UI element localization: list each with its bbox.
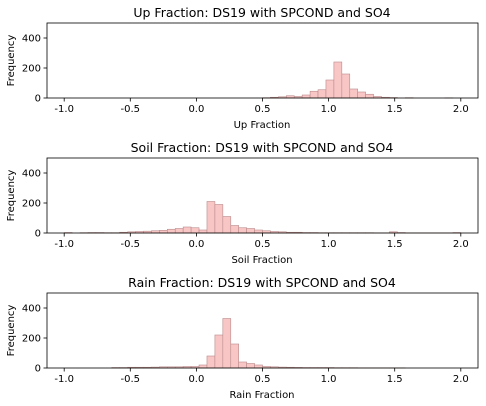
histogram-bar (223, 217, 231, 234)
bars-group (263, 62, 453, 98)
x-tick-label: 1.5 (387, 104, 403, 115)
histogram-bar (239, 362, 247, 368)
histogram-bar (350, 89, 358, 98)
x-tick-label: 2.0 (453, 239, 469, 250)
panel-rain-fraction: Rain Fraction: DS19 with SPCOND and SO4 … (6, 275, 478, 401)
histogram-bar (239, 228, 247, 233)
y-axis-label: Frequency (6, 35, 17, 87)
x-tick-label: -1.0 (54, 104, 74, 115)
y-tick-label: 200 (22, 199, 41, 210)
histogram-bar (215, 335, 223, 368)
panel-soil-fraction: Soil Fraction: DS19 with SPCOND and SO4 … (6, 140, 478, 266)
histogram-bar (247, 229, 255, 234)
plot-frame (47, 23, 478, 98)
y-tick-label: 0 (35, 229, 41, 240)
histogram-bar (231, 226, 239, 234)
histogram-bar (207, 356, 215, 368)
histogram-bar (159, 230, 167, 233)
x-tick-label: -1.0 (54, 374, 74, 385)
histogram-bar (255, 365, 263, 368)
x-tick-label: 1.5 (387, 239, 403, 250)
y-tick-label: 400 (22, 169, 41, 180)
x-ticks: -1.0 -0.5 0.0 0.5 1.0 1.5 2.0 (54, 233, 468, 250)
histogram-bar (199, 365, 207, 368)
x-tick-label: 2.0 (453, 104, 469, 115)
histogram-bar (310, 91, 318, 98)
histogram-bar (247, 364, 255, 369)
y-axis-label: Frequency (6, 170, 17, 222)
x-ticks: -1.0 -0.5 0.0 0.5 1.0 1.5 2.0 (54, 368, 468, 385)
histogram-bar (183, 227, 191, 233)
histogram-bar (318, 90, 326, 98)
x-tick-label: -0.5 (121, 104, 141, 115)
chart-title: Rain Fraction: DS19 with SPCOND and SO4 (128, 275, 396, 290)
histogram-bar (199, 230, 207, 233)
x-tick-label: 0.5 (255, 104, 271, 115)
x-tick-label: 0.5 (255, 374, 271, 385)
histogram-bar (358, 92, 366, 98)
x-tick-label: 0.0 (188, 374, 204, 385)
y-axis-label: Frequency (6, 305, 17, 357)
bars-group (64, 202, 461, 234)
histogram-bar (207, 202, 215, 234)
x-tick-label: 1.0 (321, 374, 337, 385)
y-ticks: 0 200 400 (22, 34, 47, 105)
x-axis-label: Rain Fraction (229, 390, 294, 401)
x-ticks: -1.0 -0.5 0.0 0.5 1.0 1.5 2.0 (54, 98, 468, 115)
y-ticks: 0 200 400 (22, 304, 47, 375)
histogram-bar (215, 205, 223, 234)
chart-title: Up Fraction: DS19 with SPCOND and SO4 (133, 5, 390, 20)
y-tick-label: 0 (35, 364, 41, 375)
y-tick-label: 200 (22, 64, 41, 75)
x-tick-label: -0.5 (121, 239, 141, 250)
histogram-bar (255, 230, 263, 233)
x-tick-label: 0.0 (188, 239, 204, 250)
histogram-bar (326, 80, 334, 98)
y-ticks: 0 200 400 (22, 169, 47, 240)
y-tick-label: 400 (22, 304, 41, 315)
bars-group (112, 319, 406, 369)
histogram-bar (334, 62, 342, 98)
x-tick-label: 0.5 (255, 239, 271, 250)
x-tick-label: -0.5 (121, 374, 141, 385)
histogram-bar (231, 344, 239, 368)
x-tick-label: -1.0 (54, 239, 74, 250)
x-tick-label: 1.0 (321, 239, 337, 250)
y-tick-label: 0 (35, 94, 41, 105)
histogram-bar (167, 229, 175, 233)
histogram-bar (342, 74, 350, 98)
x-tick-label: 1.0 (321, 104, 337, 115)
histogram-bar (223, 319, 231, 369)
x-axis-label: Soil Fraction (231, 255, 292, 266)
y-tick-label: 400 (22, 34, 41, 45)
panel-up-fraction: Up Fraction: DS19 with SPCOND and SO4 0 2… (6, 5, 478, 131)
plot-frame (47, 293, 478, 368)
chart-title: Soil Fraction: DS19 with SPCOND and SO4 (131, 140, 394, 155)
plot-frame (47, 158, 478, 233)
x-tick-label: 1.5 (387, 374, 403, 385)
x-axis-label: Up Fraction (234, 120, 291, 131)
y-tick-label: 200 (22, 334, 41, 345)
x-tick-label: 2.0 (453, 374, 469, 385)
histogram-bar (302, 95, 310, 98)
histogram-bar (191, 228, 199, 233)
histogram-bar (366, 94, 374, 98)
histogram-bar (175, 229, 183, 234)
x-tick-label: 0.0 (188, 104, 204, 115)
